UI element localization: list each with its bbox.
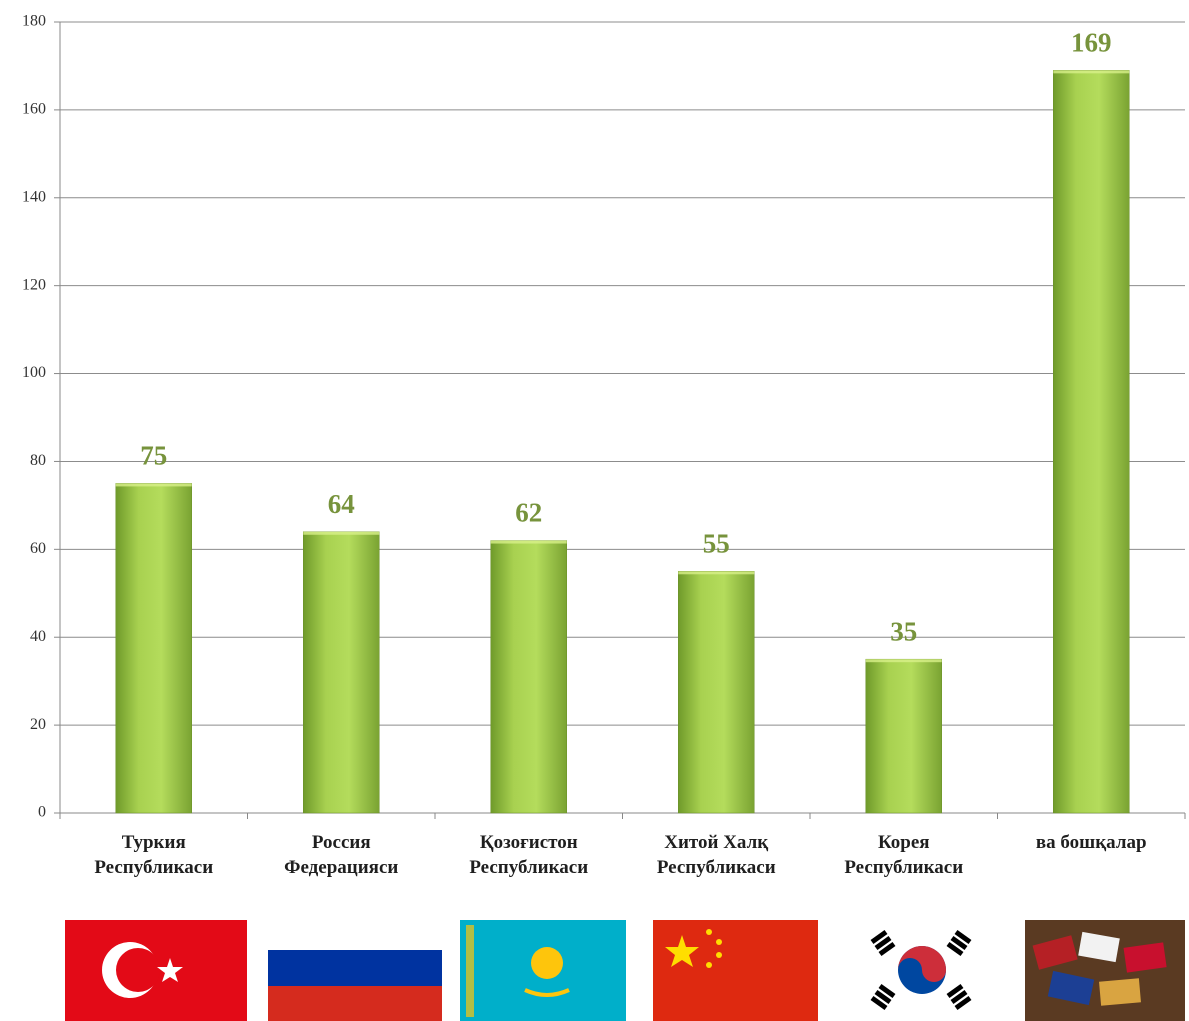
bar — [865, 658, 942, 814]
y-tick-label: 0 — [38, 804, 46, 821]
x-tick-label: ва бошқалар — [1035, 832, 1147, 853]
flag-turkey — [65, 920, 247, 1021]
bar — [115, 483, 192, 814]
y-tick-label: 160 — [22, 101, 46, 118]
flag-china — [653, 920, 818, 1021]
bar — [490, 540, 567, 814]
bar-top — [678, 571, 755, 575]
flags-photo — [1025, 920, 1185, 1021]
bar — [1053, 70, 1130, 814]
y-tick-label: 20 — [30, 716, 46, 733]
value-label: 55 — [703, 529, 730, 559]
bar-top — [115, 483, 192, 487]
bar-top — [490, 540, 567, 544]
bar-top — [865, 659, 942, 663]
bar-top — [303, 531, 380, 535]
flag-kazakhstan — [460, 920, 626, 1021]
y-tick-label: 140 — [22, 188, 46, 205]
y-tick-label: 60 — [30, 540, 46, 557]
y-tick-label: 180 — [22, 13, 46, 30]
value-label: 75 — [140, 441, 167, 471]
x-tick-label: Корея Республикаси — [844, 832, 964, 878]
x-tick-label: Қозоғистон Республикаси — [469, 832, 589, 878]
bar-top — [1053, 70, 1130, 74]
bar — [678, 571, 755, 814]
value-label: 35 — [890, 616, 917, 646]
x-tick-label: Россия Федерацияси — [284, 832, 399, 878]
value-label: 64 — [328, 489, 355, 519]
flag-russia — [268, 920, 442, 1021]
x-tick-label: Хитой Халқ Республикаси — [656, 832, 776, 878]
y-tick-label: 80 — [30, 452, 46, 469]
bar — [303, 531, 380, 814]
y-tick-label: 40 — [30, 628, 46, 645]
value-label: 169 — [1071, 28, 1112, 58]
x-tick-label: Туркия Республикаси — [94, 832, 214, 878]
flag-korea — [855, 920, 990, 1021]
y-tick-label: 120 — [22, 276, 46, 293]
value-label: 62 — [515, 498, 542, 528]
y-tick-label: 100 — [22, 364, 46, 381]
